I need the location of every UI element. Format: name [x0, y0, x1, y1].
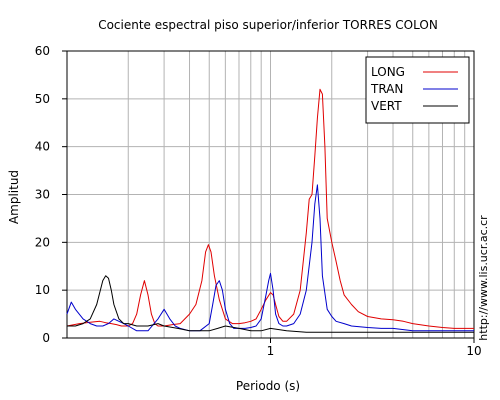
y-tick-label: 60: [35, 44, 50, 58]
y-axis-label: Amplitud: [7, 170, 21, 224]
x-tick-label: 1: [267, 344, 275, 358]
legend-box: [365, 56, 470, 124]
legend-label-long: LONG: [371, 65, 405, 79]
legend: LONG TRAN VERT: [365, 56, 470, 124]
y-tick-label: 30: [35, 188, 50, 202]
y-tick-label: 50: [35, 92, 50, 106]
x-axis-label: Periodo (s): [236, 379, 300, 393]
y-tick-label: 10: [35, 283, 50, 297]
y-tick-label: 40: [35, 140, 50, 154]
x-tick-label: 10: [466, 344, 481, 358]
y-tick-label: 20: [35, 235, 50, 249]
source-url-text: http://www.lis.ucr.ac.cr: [477, 215, 490, 341]
legend-label-vert: VERT: [371, 99, 402, 113]
series-line-tran: [66, 184, 474, 332]
series-line-long: [66, 88, 474, 329]
series-layer: [66, 88, 474, 333]
y-tick-label: 0: [42, 331, 50, 345]
legend-label-tran: TRAN: [370, 82, 403, 96]
axis-ticks: 0 10 20 30 40 50 60 1 10: [35, 44, 482, 358]
chart-title: Cociente espectral piso superior/inferio…: [98, 18, 438, 32]
series-line-vert: [67, 275, 474, 333]
